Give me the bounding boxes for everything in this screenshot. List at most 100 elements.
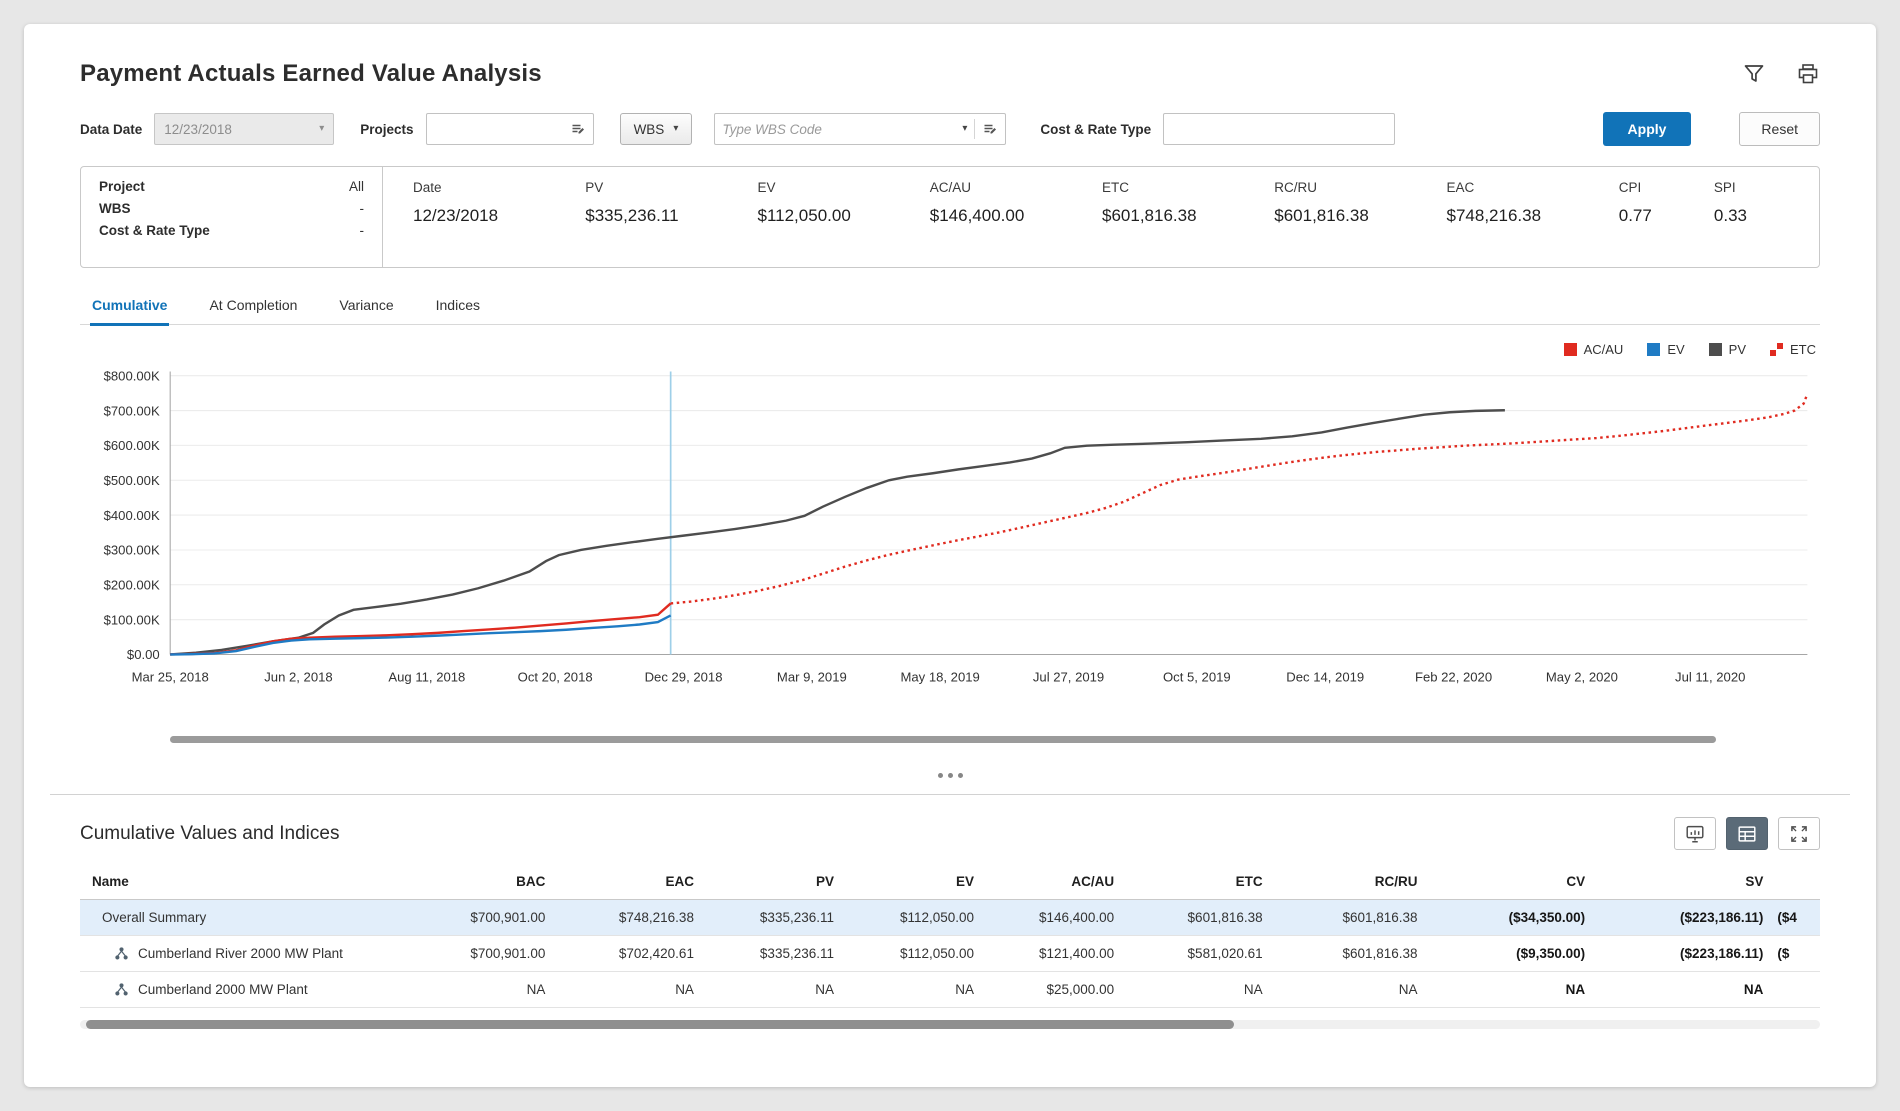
cell-clipped — [1775, 971, 1820, 1009]
column-header-eac[interactable]: EAC — [557, 865, 706, 901]
cell-ac-au: $25,000.00 — [986, 971, 1127, 1009]
cell-ev: NA — [846, 971, 987, 1009]
cumulative-chart[interactable]: $0.00 $100.00K $200.00K $300.00K $400.00K $50… — [80, 361, 1820, 733]
cell-eac: $702,420.61 — [557, 935, 706, 973]
table-row[interactable]: Overall Summary $700,901.00 $748,216.38 $33… — [80, 899, 1820, 937]
metric-label: ETC — [1102, 180, 1129, 195]
cell-rc-ru: NA — [1274, 971, 1430, 1009]
wbs-dropdown-button[interactable]: WBS ▾ — [619, 113, 693, 145]
column-header-cv[interactable]: CV — [1429, 865, 1598, 901]
metric-value: $335,236.11 — [585, 206, 679, 225]
hierarchy-icon — [115, 983, 128, 996]
data-date-select[interactable]: 12/23/2018 ▾ — [154, 113, 335, 145]
column-header-ac-au[interactable]: AC/AU — [986, 865, 1127, 901]
cell-ac-au: $146,400.00 — [986, 899, 1127, 937]
column-header-bac[interactable]: BAC — [417, 865, 558, 901]
hierarchy-icon — [115, 947, 128, 960]
wbs-code-input[interactable] — [722, 114, 957, 144]
legend-item-ac-au[interactable]: AC/AU — [1563, 341, 1624, 357]
metric-label: Date — [413, 180, 442, 195]
y-axis-label: $500.00K — [104, 473, 160, 488]
chart-icon — [1686, 825, 1704, 843]
expand-button[interactable] — [1778, 817, 1820, 851]
metric-eac: EAC $748,216.38 — [1447, 180, 1619, 267]
picker-icon[interactable] — [570, 121, 586, 137]
chevron-down-icon[interactable]: ▾ — [962, 123, 968, 134]
row-name: Cumberland River 2000 MW Plant — [138, 946, 343, 962]
legend-item-ev[interactable]: EV — [1647, 342, 1685, 357]
legend-item-pv[interactable]: PV — [1708, 341, 1746, 357]
cell-bac: NA — [417, 971, 558, 1009]
projects-label: Projects — [360, 121, 414, 137]
column-header-ev[interactable]: EV — [846, 865, 987, 901]
metric-label: EAC — [1446, 180, 1475, 195]
metric-cpi: CPI 0.77 — [1619, 180, 1714, 267]
chart-view-button[interactable] — [1674, 817, 1716, 851]
metric-value: 0.77 — [1618, 206, 1652, 225]
print-icon[interactable] — [1796, 62, 1820, 86]
grid-view-button[interactable] — [1726, 817, 1768, 851]
table-row[interactable]: Cumberland 2000 MW Plant NA NA NA NA $25,000.… — [80, 971, 1820, 1009]
y-axis-label: $700.00K — [104, 403, 160, 418]
x-axis-label: May 2, 2020 — [1546, 670, 1618, 685]
tab-variance[interactable]: Variance — [339, 297, 394, 313]
cell-pv: $335,236.11 — [705, 935, 846, 973]
column-header-rc-ru[interactable]: RC/RU — [1274, 865, 1430, 901]
tab-at-completion[interactable]: At Completion — [209, 297, 298, 313]
x-axis-label: May 18, 2019 — [900, 670, 979, 685]
metric-label: RC/RU — [1274, 180, 1317, 195]
column-header-clipped[interactable] — [1775, 865, 1820, 901]
apply-button[interactable]: Apply — [1602, 112, 1692, 146]
y-axis-label: $800.00K — [104, 368, 160, 383]
reset-button[interactable]: Reset — [1739, 112, 1820, 146]
cell-eac: $748,216.38 — [557, 899, 706, 937]
summary-metrics: Date 12/23/2018 PV $335,236.11 EV $112,050.00… — [383, 167, 1819, 267]
field-divider — [974, 119, 976, 139]
cell-etc: $581,020.61 — [1126, 935, 1275, 973]
table-scrollbar-thumb[interactable] — [86, 1020, 1235, 1030]
metric-etc: ETC $601,816.38 — [1102, 180, 1274, 267]
legend-label: ETC — [1790, 341, 1816, 357]
chevron-down-icon: ▾ — [673, 123, 679, 134]
cost-rate-type-label: Cost & Rate Type — [1040, 121, 1152, 137]
filter-icon[interactable] — [1742, 62, 1766, 86]
cell-pv: NA — [705, 971, 846, 1009]
column-header-pv[interactable]: PV — [705, 865, 846, 901]
x-axis-label: Feb 22, 2020 — [1415, 670, 1492, 685]
chart-scrollbar-track — [170, 736, 1716, 744]
projects-input[interactable] — [433, 114, 570, 144]
series-etc — [670, 393, 1809, 605]
cell-sv: NA — [1597, 971, 1776, 1009]
column-header-name[interactable]: Name — [80, 865, 418, 901]
chart-scrollbar-thumb[interactable] — [170, 736, 1716, 744]
legend-label: AC/AU — [1583, 341, 1624, 357]
cell-eac: NA — [557, 971, 706, 1009]
summary-scope-value: - — [359, 201, 365, 216]
cell-cv: NA — [1429, 971, 1598, 1009]
y-axis-label: $100.00K — [104, 612, 160, 627]
cell-bac: $700,901.00 — [417, 899, 558, 937]
x-axis-label: Dec 29, 2018 — [645, 670, 723, 685]
tab-cumulative[interactable]: Cumulative — [90, 292, 170, 326]
cell-clipped: ($4 — [1775, 899, 1820, 937]
table-row[interactable]: Cumberland River 2000 MW Plant $700,901.0… — [80, 935, 1820, 973]
cost-rate-type-input[interactable] — [1171, 114, 1388, 144]
column-header-sv[interactable]: SV — [1597, 865, 1776, 901]
legend-item-etc[interactable]: ETC — [1770, 342, 1816, 357]
tab-bar: Cumulative At Completion Variance Indices — [80, 292, 1820, 326]
summary-scope-row: Project All — [99, 179, 364, 194]
legend-label: PV — [1728, 341, 1746, 357]
table-title: Cumulative Values and Indices — [80, 822, 340, 844]
data-date-value: 12/23/2018 — [164, 121, 232, 137]
picker-icon[interactable] — [982, 121, 998, 137]
metric-label: CPI — [1618, 180, 1642, 195]
splitter-handle[interactable] — [24, 773, 1876, 779]
table-header-row: Name BAC EAC PV EV AC/AU ETC RC/RU CV SV — [80, 865, 1820, 901]
tab-indices[interactable]: Indices — [435, 297, 480, 313]
metric-label: EV — [757, 180, 776, 195]
cell-etc: $601,816.38 — [1126, 899, 1275, 937]
expand-icon — [1791, 825, 1807, 842]
series-ev — [170, 614, 672, 656]
filter-bar: Data Date 12/23/2018 ▾ Projects WBS ▾ ▾ … — [24, 112, 1876, 146]
column-header-etc[interactable]: ETC — [1126, 865, 1275, 901]
